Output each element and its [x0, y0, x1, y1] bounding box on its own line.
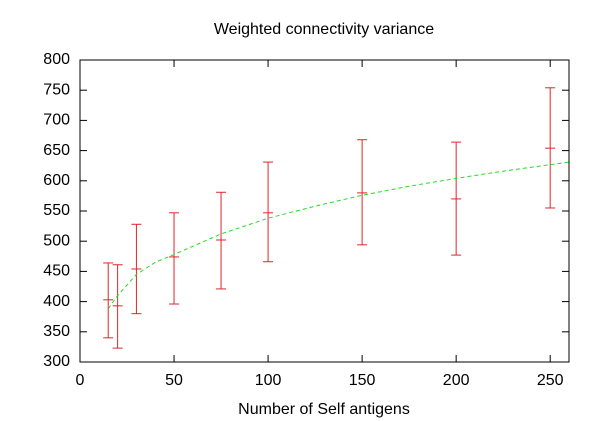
x-tick-label: 150	[349, 372, 376, 389]
y-tick-label: 450	[43, 263, 70, 280]
x-axis-label: Number of Self antigens	[238, 401, 410, 418]
y-tick-label: 500	[43, 232, 70, 249]
y-tick-label: 400	[43, 293, 70, 310]
y-tick-label: 300	[43, 353, 70, 370]
y-tick-label: 750	[43, 81, 70, 98]
y-tick-label: 700	[43, 112, 70, 129]
plot-frame	[79, 59, 570, 363]
fit-line	[107, 161, 570, 310]
x-tick-label: 100	[255, 372, 282, 389]
x-tick-label: 200	[443, 372, 470, 389]
y-tick-label: 350	[43, 323, 70, 340]
y-tick-label: 800	[43, 51, 70, 68]
x-tick-label: 250	[537, 372, 564, 389]
x-tick-label: 50	[165, 372, 183, 389]
y-tick-label: 550	[43, 202, 70, 219]
y-tick-label: 650	[43, 142, 70, 159]
x-tick-label: 0	[76, 372, 85, 389]
y-tick-label: 600	[43, 172, 70, 189]
chart-title: Weighted connectivity variance	[214, 21, 434, 38]
